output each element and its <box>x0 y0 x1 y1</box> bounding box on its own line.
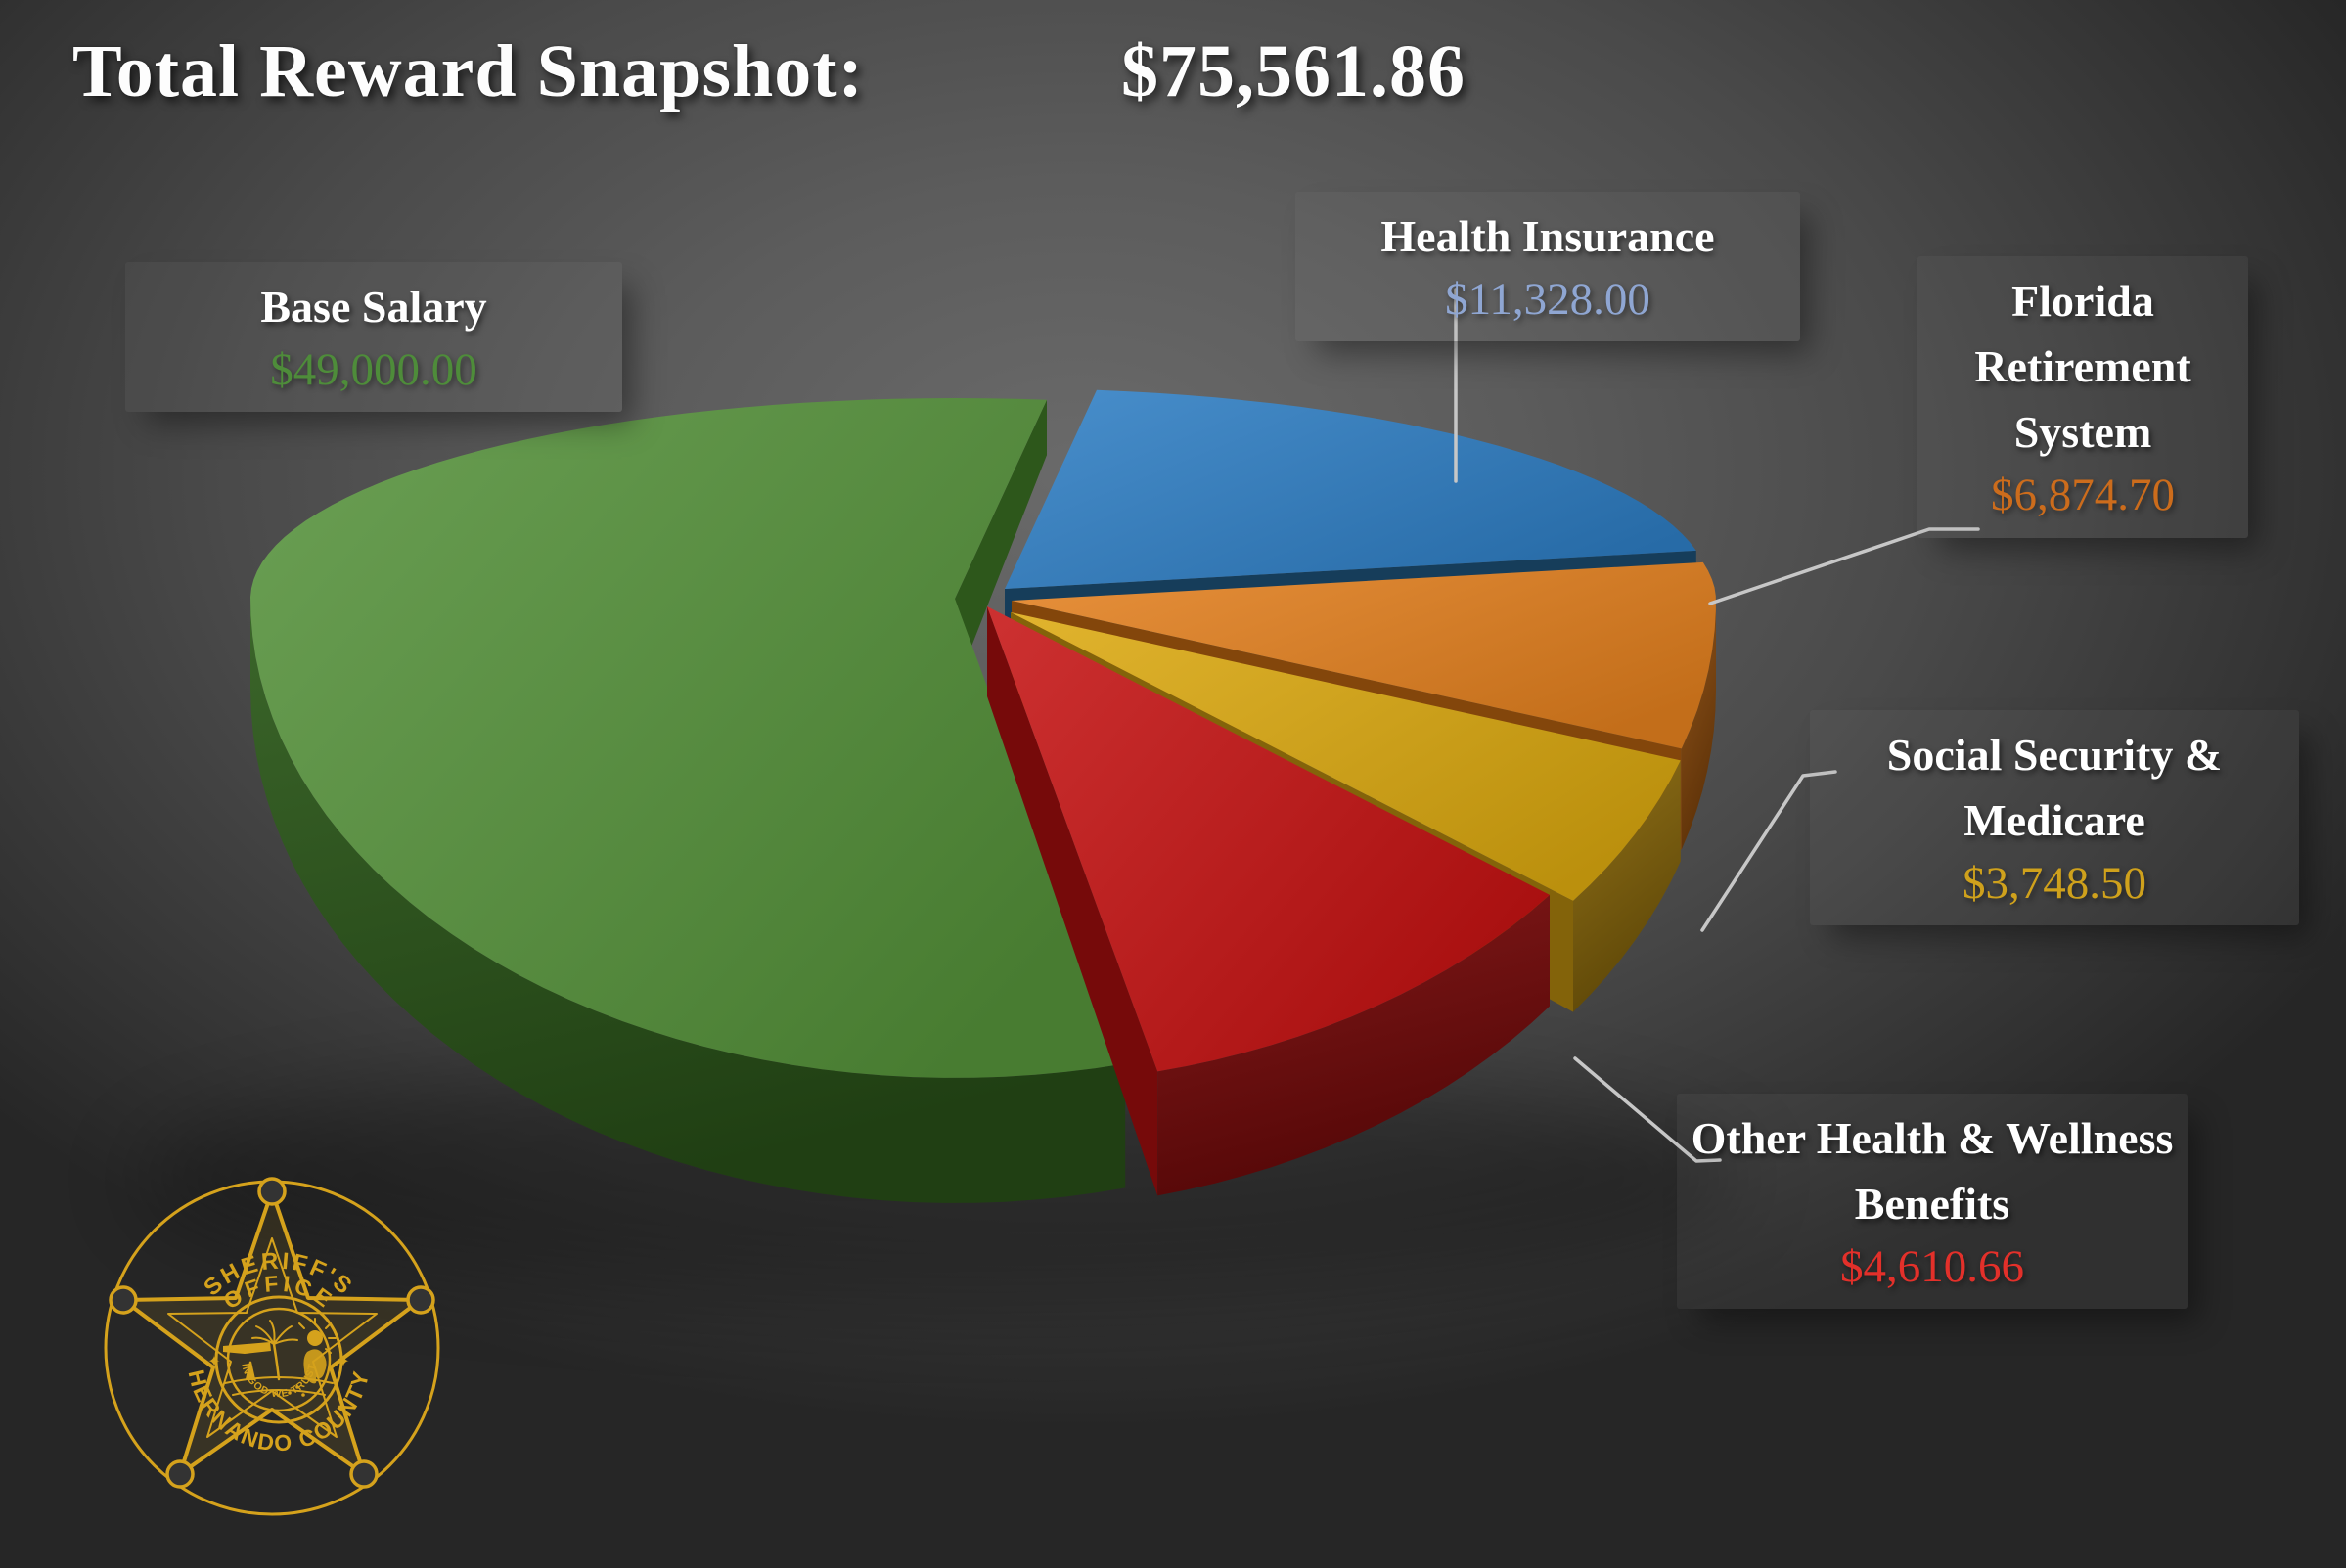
florida-map-icon <box>303 1349 327 1384</box>
badge-seal-scene <box>223 1318 337 1397</box>
slice-label: Florida Retirement System <box>1974 276 2191 458</box>
slice-cut-face <box>955 399 1047 689</box>
slice-amount: $49,000.00 <box>270 344 477 396</box>
leader-line-3 <box>1700 770 1837 932</box>
slice-top <box>1005 389 1696 589</box>
lighthouse-icon <box>245 1361 256 1380</box>
slice-label: Social Security & Medicare <box>1886 730 2223 846</box>
callout-health-insurance: Health Insurance $11,328.00 <box>1295 192 1800 342</box>
slice-rim <box>1681 601 1716 850</box>
slice-cut-face <box>987 606 1158 1196</box>
badge-point-knobs <box>109 1177 435 1489</box>
slice-amount: $3,748.50 <box>1963 858 2146 910</box>
slice-label: Other Health & Wellness Benefits <box>1691 1113 2174 1230</box>
rifle-icon <box>223 1342 271 1354</box>
slice-top <box>250 398 1126 1078</box>
callout-base-salary: Base Salary $49,000.00 <box>125 262 622 413</box>
slice-amount: $11,328.00 <box>1445 274 1650 326</box>
slice-rim <box>1157 894 1550 1196</box>
slice-top <box>1011 612 1681 901</box>
slice-label: Base Salary <box>260 282 487 332</box>
pie-slice-base-salary <box>250 398 1126 1203</box>
palm-tree-icon <box>272 1342 281 1381</box>
total-amount: $75,561.86 <box>1121 30 1466 112</box>
pie-slice-other-health-wellness-benefits <box>987 606 1550 1196</box>
callout-florida-retirement-system: Florida Retirement System $6,874.70 <box>1917 256 2248 538</box>
badge-side-star-right: ✦ <box>337 1354 349 1370</box>
slice-amount: $4,610.66 <box>1840 1241 2024 1293</box>
page-title: Total Reward Snapshot: <box>72 30 864 112</box>
slice-label: Health Insurance <box>1380 211 1715 261</box>
badge-seal-outer-circle <box>214 1295 343 1424</box>
slice-rim <box>250 599 1126 1203</box>
slice-top <box>987 606 1550 1072</box>
callout-social-security-medicare: Social Security & Medicare $3,748.50 <box>1810 710 2299 926</box>
slice-amount: $6,874.70 <box>1991 470 2175 521</box>
leader-line-2 <box>1708 527 1980 605</box>
sun-icon <box>307 1330 323 1346</box>
callout-other-health-wellness: Other Health & Wellness Benefits $4,610.… <box>1677 1094 2188 1310</box>
slice-rim <box>1573 760 1681 1012</box>
slice-top <box>1012 561 1716 749</box>
badge-side-star-left: ✦ <box>207 1354 220 1370</box>
sheriff-badge-logo: SHERIFF'S OFFICE HERNANDO COUNTY IN GOD … <box>104 1177 440 1516</box>
badge-seal-inner-circle <box>226 1307 332 1412</box>
waves-icon <box>224 1376 334 1396</box>
leader-line-4 <box>1573 1056 1722 1163</box>
